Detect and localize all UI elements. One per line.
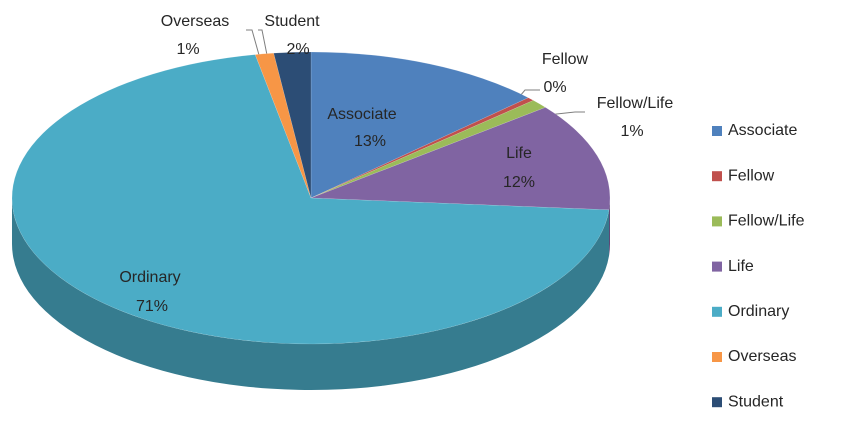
data-label-value: 12% [503, 174, 535, 191]
data-label-name: Life [506, 145, 532, 162]
legend-swatch [712, 126, 722, 136]
legend-swatch [712, 171, 722, 182]
legend-label: Life [728, 258, 754, 275]
data-label-value: 0% [543, 79, 566, 96]
data-label-name: Fellow/Life [597, 95, 674, 112]
slice [310, 51, 529, 199]
slice-side [12, 198, 610, 390]
legend-label: Fellow [728, 167, 775, 184]
slice-side [609, 198, 610, 256]
data-label-value: 1% [176, 41, 199, 58]
slice [11, 54, 610, 345]
legend-label: Fellow/Life [728, 213, 805, 230]
legend-label: Student [728, 393, 784, 410]
data-label-name: Overseas [161, 13, 229, 30]
legend-swatch [712, 397, 722, 408]
legend-label: Ordinary [728, 303, 789, 320]
slice [273, 51, 312, 199]
data-label-value: 1% [620, 123, 643, 140]
slice [254, 52, 312, 199]
legend-swatch [712, 352, 722, 362]
legend-label: Overseas [728, 348, 796, 365]
data-label-value: 2% [286, 41, 309, 58]
legend-swatch [712, 261, 722, 272]
legend-label: Associate [728, 122, 797, 139]
slice [310, 107, 611, 211]
legend-swatch [712, 216, 722, 227]
data-label-value: 71% [136, 298, 168, 315]
slice [310, 100, 546, 199]
data-label-name: Ordinary [119, 269, 180, 286]
legend-swatch [712, 306, 722, 317]
data-label-name: Associate [327, 106, 396, 123]
data-label-name: Fellow [542, 51, 589, 68]
data-label-value: 13% [354, 133, 386, 150]
data-label-name: Student [264, 13, 320, 30]
slice [310, 97, 534, 199]
